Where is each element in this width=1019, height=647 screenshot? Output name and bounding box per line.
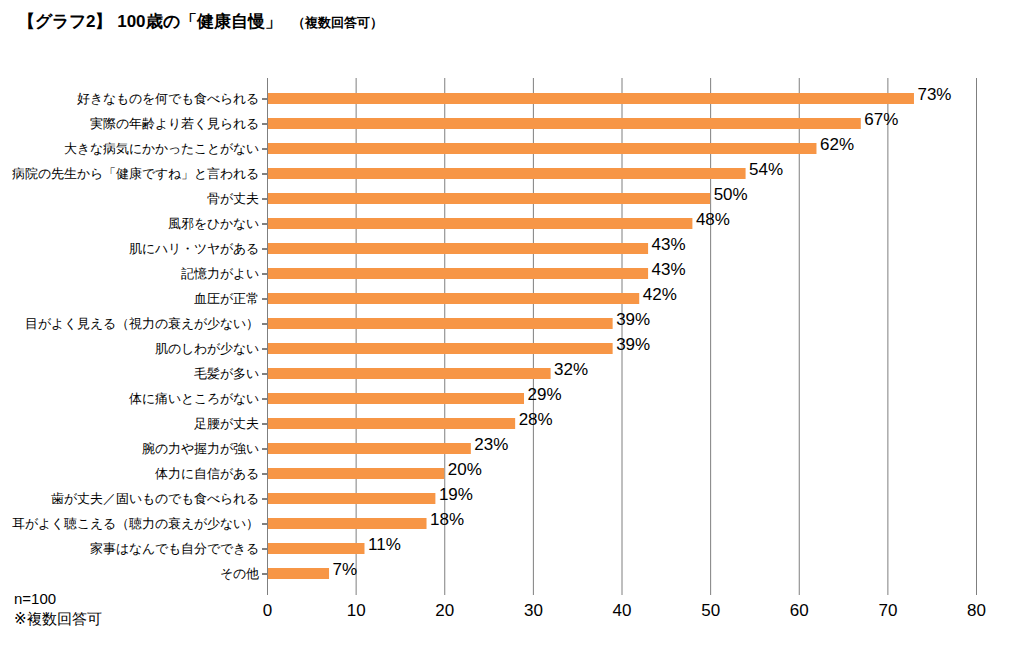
svg-text:70: 70: [878, 601, 897, 620]
svg-text:23%: 23%: [474, 435, 508, 454]
svg-text:11%: 11%: [368, 535, 401, 554]
svg-text:歯が丈夫／固いものでも食べられる: 歯が丈夫／固いものでも食べられる: [51, 492, 259, 506]
svg-text:19%: 19%: [439, 485, 473, 504]
svg-text:腕の力や握力が強い: 腕の力や握力が強い: [142, 442, 259, 456]
svg-text:39%: 39%: [616, 335, 650, 354]
svg-text:目がよく見える（視力の衰えが少ない）: 目がよく見える（視力の衰えが少ない）: [25, 316, 259, 331]
svg-text:32%: 32%: [554, 360, 588, 379]
svg-text:43%: 43%: [652, 235, 686, 254]
svg-text:80: 80: [967, 601, 986, 620]
svg-text:73%: 73%: [917, 85, 951, 104]
svg-text:血圧が正常: 血圧が正常: [194, 292, 259, 306]
svg-text:60: 60: [790, 601, 809, 620]
svg-text:30: 30: [524, 601, 543, 620]
svg-text:43%: 43%: [652, 260, 686, 279]
svg-text:42%: 42%: [643, 285, 677, 304]
svg-text:62%: 62%: [820, 135, 854, 154]
svg-text:40: 40: [613, 601, 632, 620]
svg-text:54%: 54%: [749, 160, 783, 179]
svg-text:足腰が丈夫: 足腰が丈夫: [194, 417, 259, 431]
svg-text:10: 10: [347, 601, 366, 620]
html-text:※複数回答可: ※複数回答可: [14, 610, 102, 627]
svg-text:48%: 48%: [696, 210, 730, 229]
svg-text:耳がよく聴こえる（聴力の衰えが少ない）: 耳がよく聴こえる（聴力の衰えが少ない）: [12, 516, 259, 531]
svg-text:肌にハリ・ツヤがある: 肌にハリ・ツヤがある: [129, 242, 259, 256]
svg-text:7%: 7%: [333, 560, 358, 579]
svg-text:骨が丈夫: 骨が丈夫: [207, 192, 259, 206]
html-text:n=100: n=100: [14, 590, 57, 607]
html-text:（複数回答可）: （複数回答可）: [291, 15, 383, 30]
svg-text:29%: 29%: [528, 385, 562, 404]
svg-text:大きな病気にかかったことがない: 大きな病気にかかったことがない: [64, 142, 259, 156]
svg-text:体に痛いところがない: 体に痛いところがない: [129, 392, 259, 406]
svg-text:病院の先生から「健康ですね」と言われる: 病院の先生から「健康ですね」と言われる: [12, 166, 259, 181]
svg-text:0: 0: [263, 601, 272, 620]
html-text:【グラフ2】 100歳の「健康自慢」: 【グラフ2】 100歳の「健康自慢」: [18, 12, 282, 31]
svg-text:39%: 39%: [616, 310, 650, 329]
svg-text:風邪をひかない: 風邪をひかない: [168, 217, 259, 231]
svg-text:家事はなんでも自分でできる: 家事はなんでも自分でできる: [90, 541, 259, 556]
svg-text:肌のしわが少ない: 肌のしわが少ない: [155, 342, 259, 356]
svg-text:28%: 28%: [519, 410, 553, 429]
svg-text:体力に自信がある: 体力に自信がある: [155, 467, 259, 481]
svg-text:その他: その他: [220, 567, 259, 581]
svg-text:20: 20: [435, 601, 454, 620]
svg-text:50%: 50%: [714, 185, 748, 204]
svg-text:18%: 18%: [430, 510, 464, 529]
svg-text:50: 50: [701, 601, 720, 620]
svg-text:好きなものを何でも食べられる: 好きなものを何でも食べられる: [77, 92, 259, 106]
svg-text:20%: 20%: [448, 460, 482, 479]
svg-text:実際の年齢より若く見られる: 実際の年齢より若く見られる: [90, 116, 259, 131]
svg-text:67%: 67%: [864, 110, 898, 129]
svg-text:毛髪が多い: 毛髪が多い: [194, 367, 259, 381]
svg-text:記憶力がよい: 記憶力がよい: [181, 267, 259, 281]
